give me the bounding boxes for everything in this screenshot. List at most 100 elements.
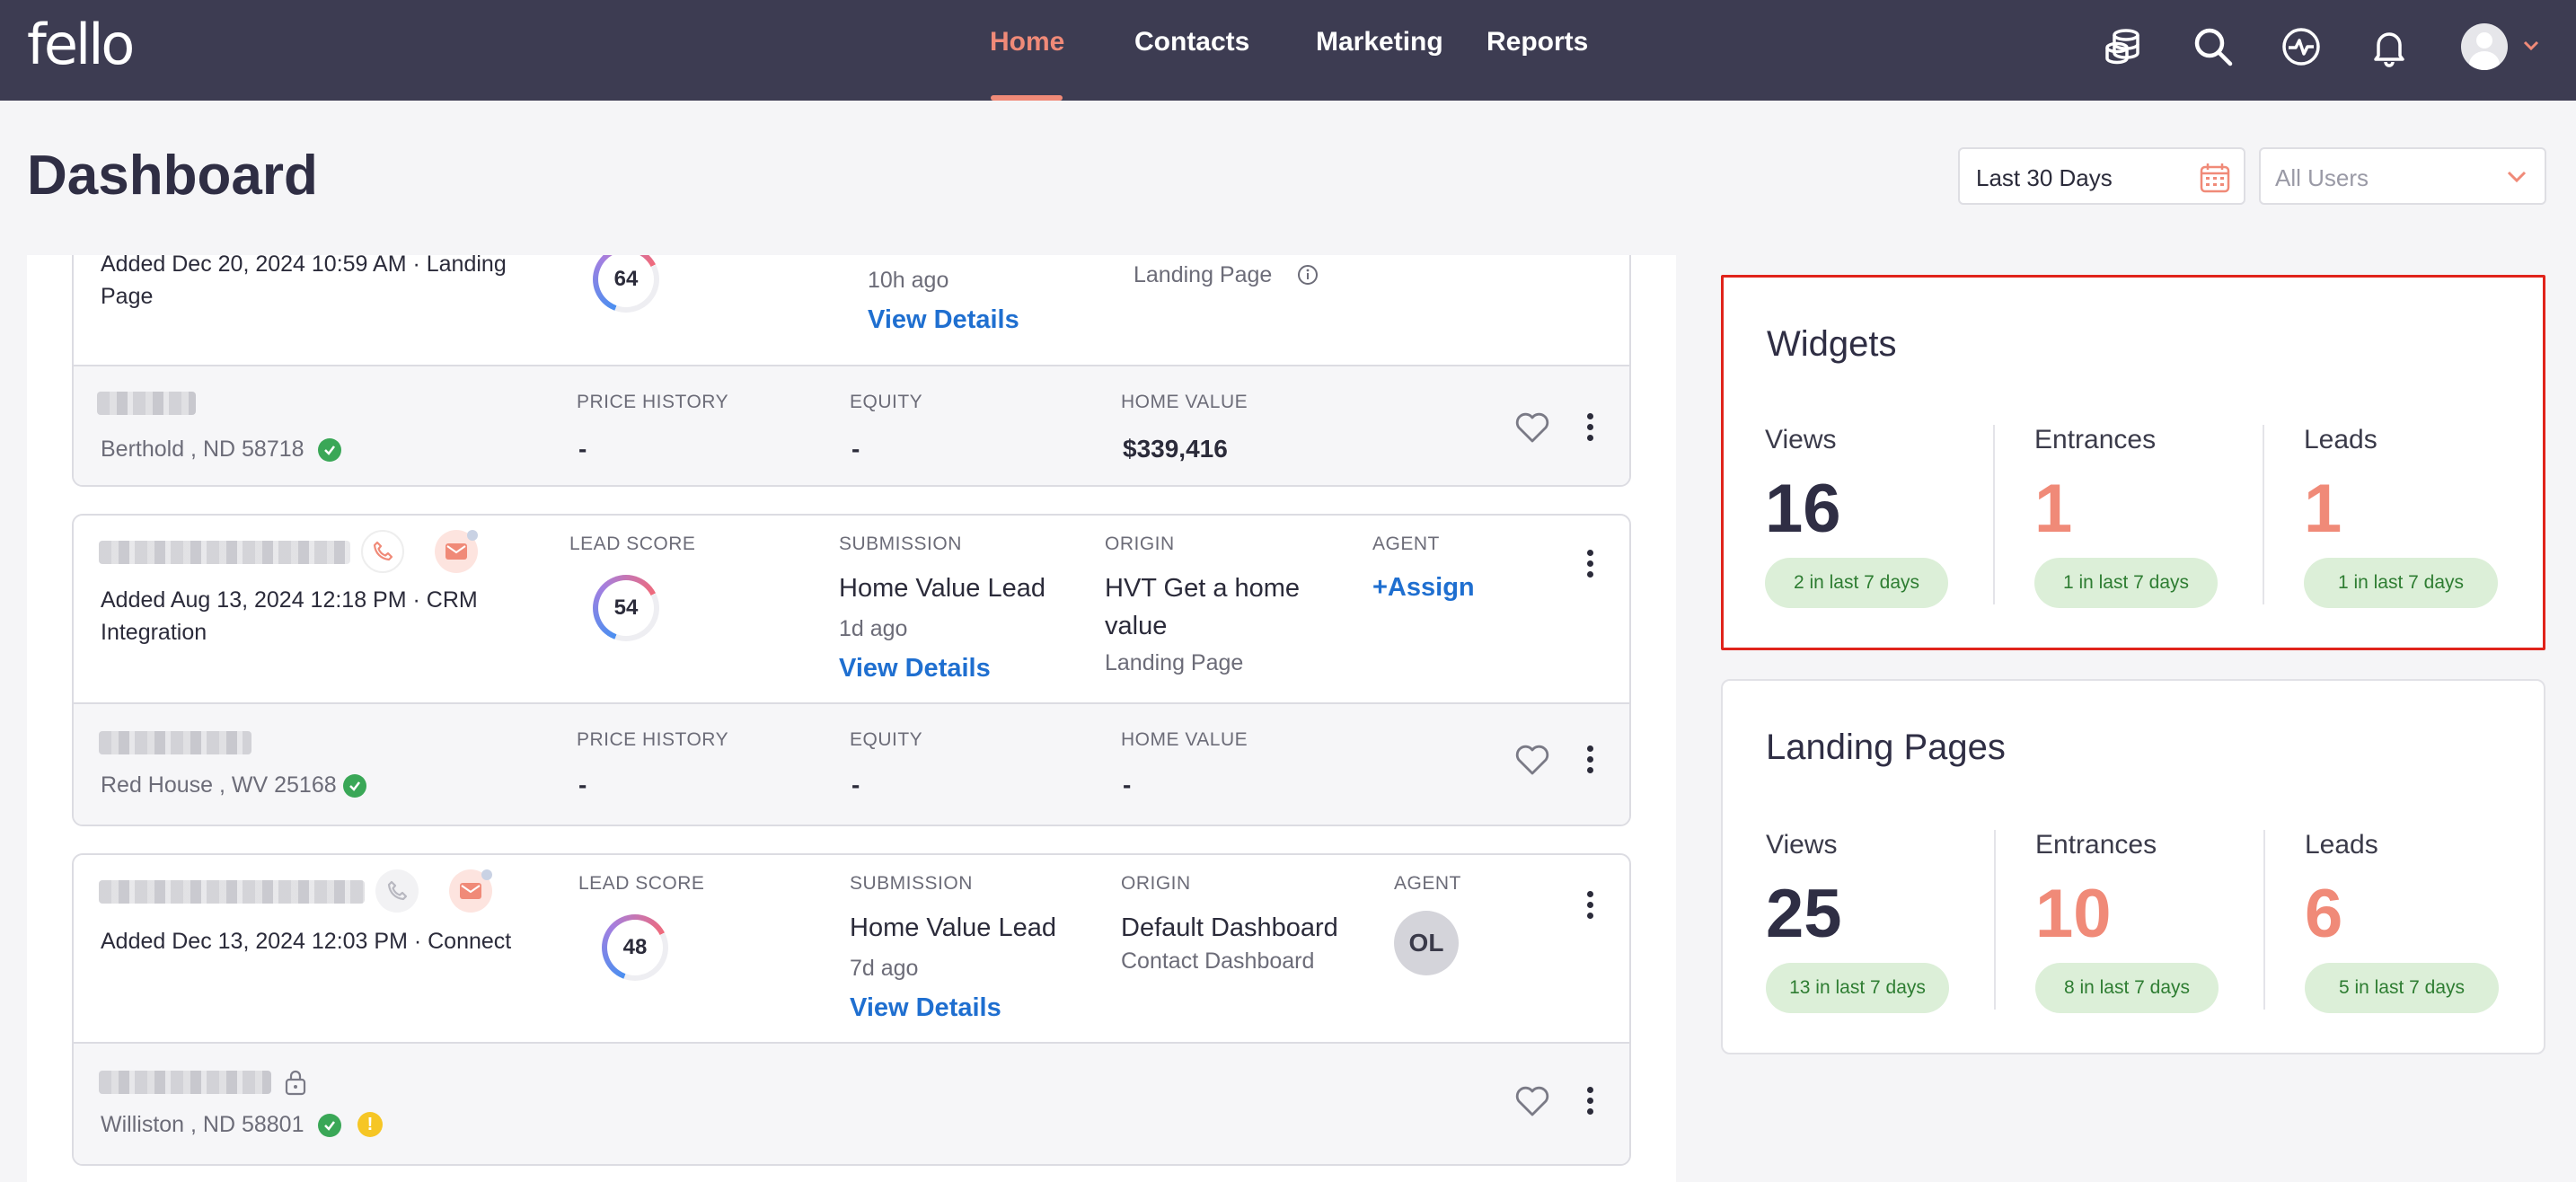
added-info: Added Dec 20, 2024 10:59 AM · Landing Pa… <box>101 255 507 309</box>
agent-avatar[interactable]: OL <box>1394 911 1459 975</box>
more-options-icon[interactable] <box>1584 891 1595 927</box>
equity-label: EQUITY <box>850 392 923 412</box>
heart-icon[interactable] <box>1514 744 1550 776</box>
lock-icon <box>285 1070 306 1096</box>
coins-icon[interactable] <box>2100 23 2147 70</box>
user-filter-placeholder: All Users <box>2275 164 2369 191</box>
view-details-link[interactable]: View Details <box>850 993 1001 1022</box>
lead-card: Added Dec 20, 2024 10:59 AM · Landing Pa… <box>72 255 1631 487</box>
page-title: Dashboard <box>27 145 318 207</box>
price-history-label: PRICE HISTORY <box>577 729 729 750</box>
origin-label: ORIGIN <box>1121 873 1191 894</box>
nav-home[interactable]: Home <box>990 27 1065 57</box>
user-avatar-icon[interactable] <box>2461 23 2508 70</box>
stat-recent-badge: 13 in last 7 days <box>1766 963 1949 1013</box>
stat-value: 6 <box>2305 876 2343 952</box>
price-history-value: - <box>578 435 587 463</box>
verified-check-icon <box>343 774 366 798</box>
added-info: Added Aug 13, 2024 12:18 PM · CRM Integr… <box>101 587 478 645</box>
more-options-icon[interactable] <box>1584 413 1595 449</box>
info-icon[interactable] <box>1297 264 1319 286</box>
stat-value: 25 <box>1766 876 1842 952</box>
activity-feed: Added Dec 20, 2024 10:59 AM · Landing Pa… <box>27 255 1676 1182</box>
phone-icon[interactable] <box>375 869 419 913</box>
submission-type: Home Value Lead <box>850 913 1057 942</box>
card-property-section: Berthold , ND 58718 PRICE HISTORY - EQUI… <box>74 365 1629 485</box>
nav-reports[interactable]: Reports <box>1486 27 1589 57</box>
origin-subtext: Contact Dashboard <box>1121 948 1315 974</box>
equity-label: EQUITY <box>850 729 923 750</box>
assign-agent-link[interactable]: +Assign <box>1372 573 1475 602</box>
stat-label: Entrances <box>2035 830 2157 860</box>
view-details-link[interactable]: View Details <box>868 305 1019 334</box>
calendar-icon <box>2200 163 2230 193</box>
property-address: Red House , WV 25168 <box>101 772 337 798</box>
contact-name-redacted <box>97 392 196 415</box>
origin-name: HVT Get a home value <box>1105 574 1301 640</box>
property-address: Williston , ND 58801 <box>101 1112 304 1137</box>
nav-contacts[interactable]: Contacts <box>1134 27 1250 57</box>
stat-label: Views <box>1765 425 1837 454</box>
home-value: - <box>1123 771 1132 798</box>
more-options-icon[interactable] <box>1584 1087 1595 1123</box>
contact-name-redacted <box>99 731 251 754</box>
more-options-icon[interactable] <box>1584 745 1595 781</box>
user-filter-select[interactable]: All Users <box>2259 147 2546 205</box>
heart-icon[interactable] <box>1514 411 1550 444</box>
activity-icon[interactable] <box>2278 23 2325 70</box>
more-options-icon[interactable] <box>1584 550 1595 586</box>
stat-recent-badge: 5 in last 7 days <box>2305 963 2499 1013</box>
agent-label: AGENT <box>1394 873 1461 894</box>
stat-value: 10 <box>2035 876 2112 952</box>
submission-type: Home Value Lead <box>839 574 1046 603</box>
stat-recent-badge: 2 in last 7 days <box>1765 558 1948 608</box>
submission-time: 1d ago <box>839 616 908 641</box>
price-history-value: - <box>578 771 587 798</box>
heart-icon[interactable] <box>1514 1085 1550 1117</box>
added-info: Added Dec 13, 2024 12:03 PM · Connect <box>101 929 512 954</box>
landing-pages-title: Landing Pages <box>1766 728 2006 767</box>
contact-name-redacted <box>99 1071 271 1094</box>
widgets-stats-card: Widgets Views 16 2 in last 7 days Entran… <box>1721 275 2545 650</box>
divider <box>1993 425 1995 604</box>
stat-value: 1 <box>2034 471 2073 547</box>
divider <box>1994 830 1996 1010</box>
lead-card: Added Dec 13, 2024 12:03 PM · Connect LE… <box>72 853 1631 1166</box>
phone-icon[interactable] <box>361 530 404 573</box>
fello-logo[interactable]: fello <box>27 11 135 77</box>
home-value: $339,416 <box>1123 435 1228 463</box>
stat-recent-badge: 8 in last 7 days <box>2035 963 2219 1013</box>
submission-time: 7d ago <box>850 956 919 981</box>
bell-icon[interactable] <box>2366 23 2413 70</box>
divider <box>2263 425 2264 604</box>
landing-pages-stats-card: Landing Pages Views 25 13 in last 7 days… <box>1721 679 2545 1054</box>
property-address: Berthold , ND 58718 <box>101 437 304 462</box>
origin-subtext: Landing Page <box>1134 262 1273 287</box>
stat-value: 1 <box>2304 471 2342 547</box>
chevron-down-icon[interactable] <box>2522 40 2540 52</box>
card-property-section: Red House , WV 25168 PRICE HISTORY - EQU… <box>74 702 1629 825</box>
stat-label: Entrances <box>2034 425 2157 454</box>
divider <box>2263 830 2265 1010</box>
price-history-label: PRICE HISTORY <box>577 392 729 412</box>
date-range-select[interactable]: Last 30 Days <box>1958 147 2245 205</box>
contact-name-redacted <box>99 541 350 564</box>
submission-time: 10h ago <box>868 268 949 293</box>
search-icon[interactable] <box>2190 23 2236 70</box>
lead-score-label: LEAD SCORE <box>578 873 705 894</box>
nav-marketing[interactable]: Marketing <box>1316 27 1443 57</box>
stat-recent-badge: 1 in last 7 days <box>2034 558 2218 608</box>
warning-icon[interactable]: ! <box>357 1112 383 1137</box>
submission-label: SUBMISSION <box>839 534 962 554</box>
stat-label: Leads <box>2304 425 2378 454</box>
lead-score-gauge: 48 <box>602 914 668 981</box>
lead-score-gauge: 64 <box>593 255 659 313</box>
lead-score-value: 54 <box>598 580 654 636</box>
card-property-section: Williston , ND 58801 ! <box>74 1042 1629 1164</box>
active-nav-indicator <box>991 95 1063 101</box>
top-nav: fello Home Contacts Marketing Reports <box>0 0 2576 101</box>
stat-value: 16 <box>1765 471 1841 547</box>
view-details-link[interactable]: View Details <box>839 654 991 683</box>
stat-label: Views <box>1766 830 1838 860</box>
email-icon[interactable] <box>449 869 492 913</box>
